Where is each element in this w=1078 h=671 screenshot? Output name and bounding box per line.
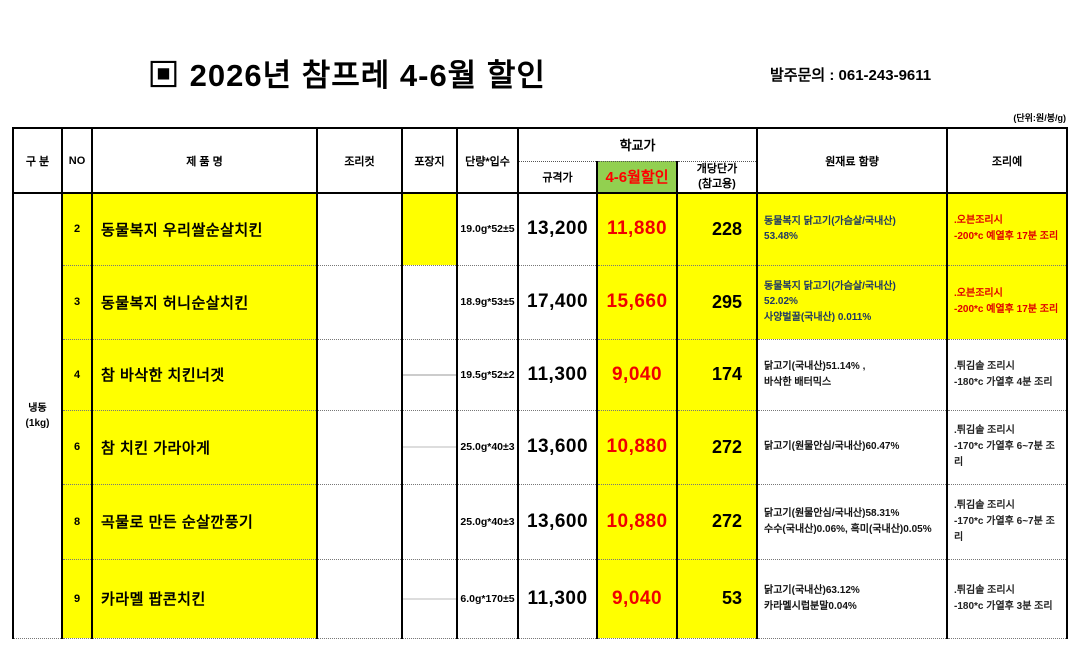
cell-standard-price: 11,300 bbox=[517, 558, 598, 639]
cell-cooking: .튀김솥 조리시 -170*c 가열후 6~7분 조리 bbox=[946, 409, 1069, 485]
package-photo-cell bbox=[401, 192, 458, 266]
product-photo-cell bbox=[316, 192, 403, 266]
cell-no: 9 bbox=[61, 558, 93, 639]
table-row: 8 곡물로 만든 순살깐풍기 깐풍기 25.0g*40±3 13,600 10,… bbox=[13, 483, 1069, 560]
cell-product-name: 곡물로 만든 순살깐풍기 bbox=[91, 483, 318, 560]
header-row-1: 구 분 NO 제 품 명 조리컷 포장지 단량*입수 학교가 원재료 함량 조리… bbox=[12, 127, 1069, 194]
cell-ingredients: 닭고기(원물안심/국내산)60.47% bbox=[756, 409, 949, 485]
cell-per-unit-price: 272 bbox=[675, 483, 759, 560]
col-header-per-unit-price: 개당단가 (참고용) bbox=[675, 160, 759, 194]
cell-no: 4 bbox=[61, 338, 93, 411]
cell-cooking: .튀김솥 조리시 -180*c 가열후 4분 조리 bbox=[946, 338, 1069, 411]
cell-no: 6 bbox=[61, 409, 93, 485]
category-cell: 냉동 (1kg) bbox=[12, 192, 63, 639]
package-photo: 팝콘치킨2 bbox=[404, 597, 455, 600]
order-contact: 발주문의 : 061-243-9611 bbox=[770, 67, 932, 84]
cell-standard-price: 17,400 bbox=[517, 264, 598, 340]
cell-per-unit-price: 53 bbox=[675, 558, 759, 639]
col-header-no: NO bbox=[61, 127, 93, 194]
product-photo-cell bbox=[316, 338, 403, 411]
cell-product-name: 카라멜 팝콘치킨 bbox=[91, 558, 318, 639]
cell-unit-count: 25.0g*40±3 bbox=[456, 483, 519, 560]
package-photo-cell: 깐풍기 bbox=[401, 483, 458, 560]
cell-unit-count: 6.0g*170±5 bbox=[456, 558, 519, 639]
package-photo-cell: 가라아게 bbox=[401, 409, 458, 485]
col-header-package: 포장지 bbox=[401, 127, 458, 194]
cell-unit-count: 25.0g*40±3 bbox=[456, 409, 519, 485]
cell-per-unit-price: 295 bbox=[675, 264, 759, 340]
col-header-photo: 조리컷 bbox=[316, 127, 403, 194]
cell-standard-price: 11,300 bbox=[517, 338, 598, 411]
cell-product-name: 참 바삭한 치킨너겟 bbox=[91, 338, 318, 411]
product-photo-cell bbox=[316, 264, 403, 340]
cell-unit-count: 18.9g*53±5 bbox=[456, 264, 519, 340]
header-row-2: 규격가 4-6월할인 개당단가 (참고용) bbox=[13, 160, 1067, 194]
package-photo-cell: 팝콘치킨2 bbox=[401, 558, 458, 639]
package-photo-cell: 동물복지 허니순살치킨 bbox=[401, 264, 458, 340]
price-table: 구 분 NO 제 품 명 조리컷 포장지 단량*입수 학교가 원재료 함량 조리… bbox=[12, 127, 1069, 639]
cell-cooking: .튀김솥 조리시 -170*c 가열후 6~7분 조리 bbox=[946, 483, 1069, 560]
table-row: 냉동 (1kg) 2 동물복지 우리쌀순살치킨 19.0g*52±5 13,20… bbox=[12, 192, 1069, 639]
cell-standard-price: 13,600 bbox=[517, 409, 598, 485]
cell-discount-price: 15,660 bbox=[596, 264, 678, 340]
col-header-unit-count: 단량*입수 bbox=[456, 127, 519, 194]
cell-ingredients: 닭고기(국내산)51.14% , 바삭한 배터믹스 bbox=[756, 338, 949, 411]
cell-per-unit-price: 272 bbox=[675, 409, 759, 485]
cell-standard-price: 13,600 bbox=[517, 483, 598, 560]
cell-no: 8 bbox=[61, 483, 93, 560]
cell-cooking: .오븐조리시 -200*c 예열후 17분 조리 bbox=[946, 264, 1069, 340]
cell-product-name: 동물복지 우리쌀순살치킨 bbox=[91, 192, 318, 266]
col-header-standard-price: 규격가 bbox=[517, 160, 598, 194]
col-header-ingredients: 원재료 함량 bbox=[756, 127, 949, 194]
cell-ingredients: 동물복지 닭고기(가슴살/국내산) 53.48% bbox=[756, 192, 949, 266]
table-row: 9 카라멜 팝콘치킨 팝콘치킨2 6.0g*170±5 11,300 9,040… bbox=[13, 558, 1069, 639]
cell-per-unit-price: 174 bbox=[675, 338, 759, 411]
table-row: 4 참 바삭한 치킨너겟 치킨너겟 19.5g*52±2 11,300 9,04… bbox=[13, 338, 1069, 411]
package-photo: 가라아게 bbox=[404, 446, 455, 448]
cell-standard-price: 13,200 bbox=[517, 192, 598, 266]
cell-ingredients: 닭고기(국내산)63.12% 카라멜시럽분말0.04% bbox=[756, 558, 949, 639]
col-header-school-price: 학교가 bbox=[516, 127, 759, 162]
unit-note: (단위:원/봉/g) bbox=[1013, 113, 1066, 123]
cell-discount-price: 11,880 bbox=[596, 192, 678, 266]
cell-discount-price: 9,040 bbox=[596, 338, 678, 411]
cell-cooking: .튀김솥 조리시 -180*c 가열후 3분 조리 bbox=[946, 558, 1069, 639]
cell-unit-count: 19.5g*52±2 bbox=[456, 338, 519, 411]
product-photo-cell bbox=[316, 558, 403, 639]
col-header-discount-price: 4-6월할인 bbox=[596, 160, 678, 194]
col-header-cooking: 조리예 bbox=[946, 127, 1069, 194]
table-row: 6 참 치킨 가라아게 가라아게 25.0g*40±3 13,600 10,88… bbox=[13, 409, 1069, 485]
cell-no: 3 bbox=[61, 264, 93, 340]
col-header-product-name: 제 품 명 bbox=[91, 127, 318, 194]
product-photo-cell bbox=[316, 409, 403, 485]
cell-unit-count: 19.0g*52±5 bbox=[456, 192, 519, 266]
package-photo-cell: 치킨너겟 bbox=[401, 338, 458, 411]
cell-per-unit-price: 228 bbox=[675, 192, 759, 266]
col-header-category: 구 분 bbox=[12, 127, 63, 194]
package-photo: 치킨너겟 bbox=[404, 373, 455, 376]
cell-discount-price: 10,880 bbox=[596, 409, 678, 485]
cell-cooking: .오븐조리시 -200*c 예열후 17분 조리 bbox=[946, 192, 1069, 266]
cell-ingredients: 닭고기(원물안심/국내산)58.31% 수수(국내산)0.06%, 흑미(국내산… bbox=[756, 483, 949, 560]
cell-ingredients: 동물복지 닭고기(가슴살/국내산) 52.02% 사양벌꿀(국내산) 0.011… bbox=[756, 264, 949, 340]
cell-product-name: 참 치킨 가라아게 bbox=[91, 409, 318, 485]
cell-discount-price: 9,040 bbox=[596, 558, 678, 639]
product-photo-cell bbox=[316, 483, 403, 560]
cell-discount-price: 10,880 bbox=[596, 483, 678, 560]
cell-no: 2 bbox=[61, 192, 93, 266]
table-row: 3 동물복지 허니순살치킨 동물복지 허니순살치킨 18.9g*53±5 17,… bbox=[13, 264, 1069, 340]
cell-product-name: 동물복지 허니순살치킨 bbox=[91, 264, 318, 340]
page-title: ▣ 2026년 참프레 4-6월 할인 bbox=[148, 58, 546, 93]
